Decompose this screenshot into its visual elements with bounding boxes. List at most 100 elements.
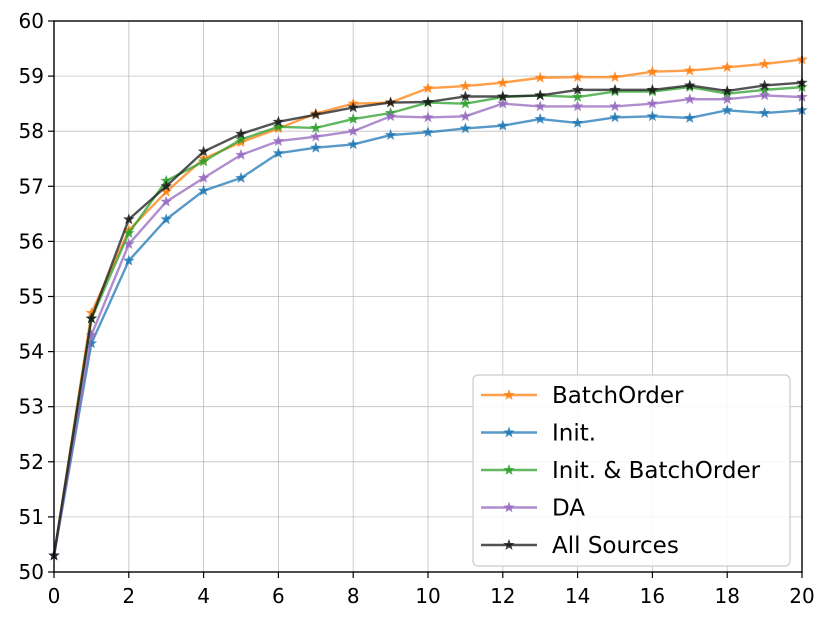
data-point-star [422,96,434,107]
x-tick-label: 4 [197,584,210,608]
data-point-star [123,227,135,238]
data-point-star [684,64,696,76]
x-tick-label: 18 [714,584,739,608]
data-point-star [85,312,98,324]
data-point-star [571,116,584,128]
data-point-star [459,90,472,102]
data-point-star [534,71,546,83]
data-point-star [534,113,546,124]
data-point-star [534,100,546,112]
series-all-sources [48,76,808,561]
legend-star-icon [503,389,515,400]
data-point-star [758,57,771,69]
axis-ticks: 0 2 4 6 8 10 12 14 16 18 20 50 51 52 53 54 55 56 57 58 59 60 [19,9,815,608]
data-point-star [609,71,621,83]
data-point-star [85,337,98,349]
legend-item: DA [481,496,585,522]
data-point-star [384,96,397,108]
legend-label: Init. [552,421,596,447]
data-point-star [272,120,285,132]
data-point-star [85,329,98,340]
data-point-star [197,155,210,167]
data-point-star [571,71,584,83]
data-point-star [459,122,472,134]
y-tick-label: 60 [19,9,44,33]
x-tick-label: 14 [565,584,590,608]
data-point-star [758,79,771,91]
data-point-star [235,127,247,139]
data-point-star [571,83,584,95]
data-point-star [310,141,322,153]
data-point-star [123,254,135,266]
data-point-star [459,97,472,109]
data-point-star [497,76,509,88]
data-point-star [721,84,733,96]
legend-label: DA [552,496,585,522]
data-point-star [347,113,359,124]
data-point-star [310,121,322,133]
x-tick-label: 8 [347,584,360,608]
y-tick-label: 58 [19,119,44,143]
x-tick-label: 6 [272,584,285,608]
legend-item: BatchOrder [481,383,684,409]
data-point-star [235,133,247,145]
y-tick-label: 52 [19,450,44,474]
x-tick-label: 2 [122,584,135,608]
data-point-star [758,83,771,95]
data-point-star [646,97,659,109]
legend-label: BatchOrder [552,383,684,409]
data-point-star [384,110,397,122]
data-point-star [85,307,98,318]
legend-star-icon [503,539,515,550]
y-tick-label: 54 [19,340,44,364]
data-point-star [235,148,247,160]
y-tick-label: 53 [19,395,44,419]
data-point-star [310,108,322,120]
data-point-star [459,80,472,91]
legend-item: Init. & BatchOrder [481,458,761,484]
data-point-star [721,93,733,105]
data-point-star [160,213,172,225]
data-point-star [160,180,172,192]
data-point-star [721,104,733,116]
data-point-star [347,101,359,113]
legend-item: Init. [481,421,596,447]
data-point-star [197,184,210,196]
data-point-star [459,110,472,122]
data-point-star [609,83,621,95]
x-tick-label: 16 [640,584,665,608]
x-tick-label: 12 [490,584,515,608]
data-point-star [310,130,322,142]
data-point-star [272,147,285,159]
data-point-star [684,79,696,91]
x-tick-label: 0 [48,584,61,608]
data-point-star [684,111,696,123]
y-tick-label: 57 [19,174,44,198]
data-point-star [422,111,434,123]
data-point-star [497,90,509,102]
data-point-star [609,111,621,123]
data-point-star [646,110,659,122]
data-point-star [646,83,659,95]
legend-star-icon [503,501,515,513]
legend-box [472,374,791,567]
legend-item: All Sources [481,533,679,559]
data-point-star [497,119,509,131]
data-point-star [422,82,434,94]
data-point-star [347,138,359,150]
data-point-star [272,115,285,127]
data-point-star [684,93,696,105]
x-tick-label: 20 [789,584,814,608]
y-tick-label: 59 [19,64,44,88]
y-tick-label: 50 [19,560,44,584]
data-point-star [721,61,733,73]
data-point-star [123,238,135,250]
legend: BatchOrder Init. Init. & BatchOrder DA All S… [472,374,791,567]
legend-label: All Sources [552,533,679,559]
data-point-star [646,65,659,77]
data-point-star [384,129,397,140]
data-point-star [197,172,210,183]
data-point-star [758,107,771,118]
